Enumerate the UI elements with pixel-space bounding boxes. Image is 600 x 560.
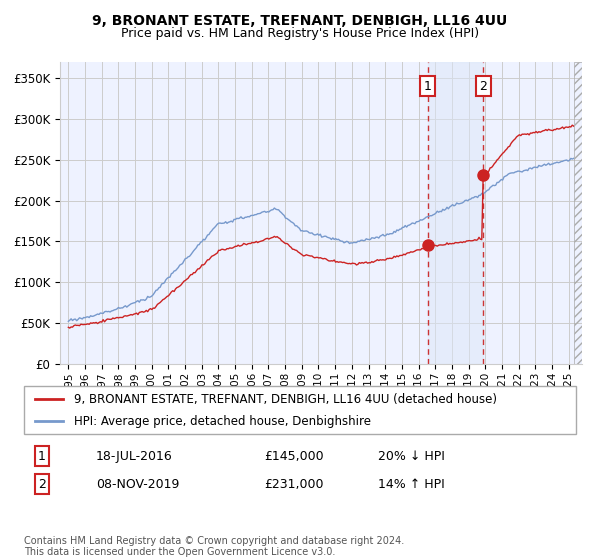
FancyBboxPatch shape	[24, 386, 576, 434]
Text: £231,000: £231,000	[264, 478, 323, 491]
Bar	[428, 62, 483, 364]
Text: Price paid vs. HM Land Registry's House Price Index (HPI): Price paid vs. HM Land Registry's House …	[121, 27, 479, 40]
Text: 9, BRONANT ESTATE, TREFNANT, DENBIGH, LL16 4UU (detached house): 9, BRONANT ESTATE, TREFNANT, DENBIGH, LL…	[74, 393, 497, 406]
Text: Contains HM Land Registry data © Crown copyright and database right 2024.
This d: Contains HM Land Registry data © Crown c…	[24, 535, 404, 557]
Text: 20% ↓ HPI: 20% ↓ HPI	[378, 450, 445, 463]
Text: 2: 2	[479, 80, 487, 92]
Text: 14% ↑ HPI: 14% ↑ HPI	[378, 478, 445, 491]
Text: HPI: Average price, detached house, Denbighshire: HPI: Average price, detached house, Denb…	[74, 414, 371, 428]
Text: 08-NOV-2019: 08-NOV-2019	[96, 478, 179, 491]
Text: 2: 2	[38, 478, 46, 491]
Text: £145,000: £145,000	[264, 450, 323, 463]
Text: 9, BRONANT ESTATE, TREFNANT, DENBIGH, LL16 4UU: 9, BRONANT ESTATE, TREFNANT, DENBIGH, LL…	[92, 14, 508, 28]
Text: 1: 1	[38, 450, 46, 463]
Text: 18-JUL-2016: 18-JUL-2016	[96, 450, 173, 463]
Text: 1: 1	[424, 80, 431, 92]
